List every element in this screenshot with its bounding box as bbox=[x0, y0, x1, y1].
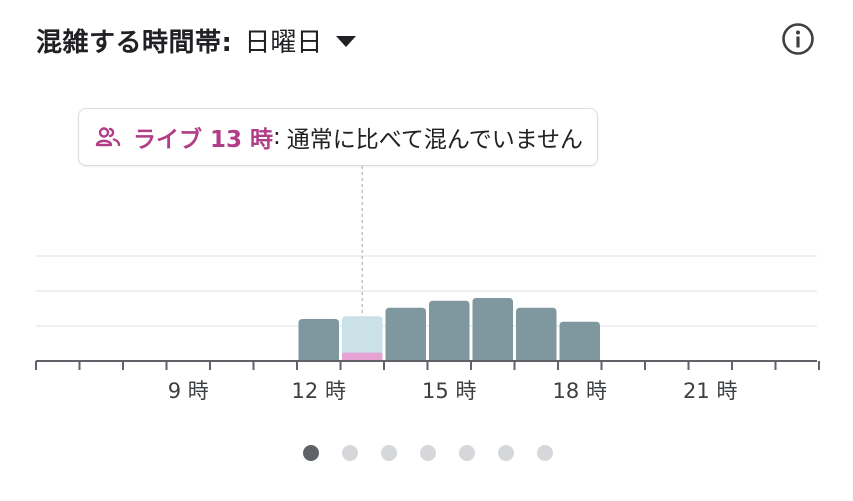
x-tick-label: 12 時 bbox=[292, 379, 346, 403]
pagination-dot[interactable] bbox=[537, 445, 553, 461]
info-icon[interactable] bbox=[781, 22, 815, 56]
pagination-dot[interactable] bbox=[381, 445, 397, 461]
day-dropdown-value: 日曜日 bbox=[244, 27, 323, 58]
x-tick-label: 9 時 bbox=[168, 379, 209, 403]
people-icon bbox=[95, 127, 121, 147]
pagination-dot[interactable] bbox=[303, 445, 319, 461]
pagination-dot[interactable] bbox=[342, 445, 358, 461]
tooltip-separator: : bbox=[273, 124, 281, 150]
pagination-dot[interactable] bbox=[459, 445, 475, 461]
bar-hour-12[interactable] bbox=[298, 319, 340, 361]
bar-hour-17[interactable] bbox=[516, 307, 557, 361]
bar-hour-18[interactable] bbox=[559, 321, 601, 361]
live-label: ライブ 13 時 bbox=[133, 127, 274, 153]
live-bar bbox=[342, 352, 383, 361]
pagination-dots bbox=[303, 445, 576, 461]
day-dropdown[interactable]: 日曜日 bbox=[244, 22, 357, 59]
caret-down-icon bbox=[336, 36, 357, 47]
x-tick-label: 18 時 bbox=[553, 379, 607, 403]
live-tooltip: ライブ 13 時 : 通常に比べて混んでいません bbox=[78, 108, 599, 166]
pagination-dot[interactable] bbox=[420, 445, 436, 461]
popular-times-header: 混雑する時間帯: 日曜日 bbox=[36, 18, 357, 62]
popular-times-title: 混雑する時間帯: bbox=[36, 27, 233, 58]
bar-hour-14[interactable] bbox=[385, 307, 427, 361]
bar-hour-16[interactable] bbox=[472, 298, 514, 361]
bar-hour-13[interactable] bbox=[342, 316, 383, 361]
x-tick-label: 15 時 bbox=[422, 379, 476, 403]
pagination-dot[interactable] bbox=[498, 445, 514, 461]
x-tick-label: 21 時 bbox=[683, 379, 737, 403]
bar-hour-15[interactable] bbox=[429, 300, 470, 361]
live-status-text: 通常に比べて混んでいません bbox=[286, 127, 584, 153]
